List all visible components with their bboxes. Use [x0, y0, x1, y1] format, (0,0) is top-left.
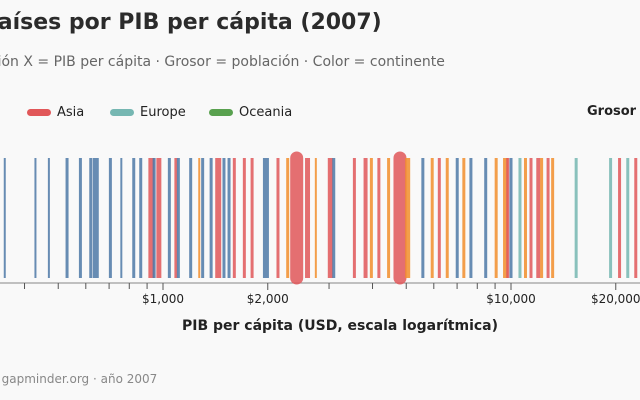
- footer-source: · gapminder.org · año 2007: [0, 372, 158, 386]
- x-tick-label-2: $10,000: [486, 292, 536, 306]
- legend-label-europe: Europe: [140, 104, 186, 120]
- chart-subtitle: ición X = PIB per cápita · Grosor = pobl…: [0, 54, 445, 70]
- chart-title: países por PIB per cápita (2007): [0, 10, 382, 35]
- legend-label-asia: Asia: [57, 104, 85, 120]
- x-axis-label: PIB per cápita (USD, escala logarítmica): [181, 318, 499, 334]
- legend-size-note: Grosor =: [587, 104, 640, 119]
- legend-item-europe[interactable]: Europe: [110, 104, 186, 120]
- legend-item-oceania[interactable]: Oceania: [209, 104, 292, 120]
- legend-swatch-europe: [110, 108, 134, 116]
- x-tick-label-1: $2,000: [247, 292, 289, 306]
- legend-swatch-asia: [27, 108, 51, 116]
- x-tick-label-0: $1,000: [142, 292, 184, 306]
- legend-label-oceania: Oceania: [239, 104, 293, 120]
- legend-item-asia[interactable]: Asia: [27, 104, 84, 120]
- legend-swatch-oceania: [209, 108, 233, 116]
- x-tick-label-3: $20,000: [591, 292, 640, 306]
